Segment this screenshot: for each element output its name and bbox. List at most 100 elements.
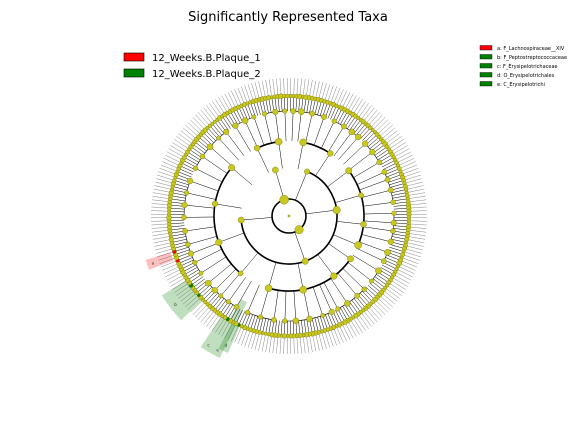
taxon-node <box>184 190 190 196</box>
terminal-branch <box>366 109 378 123</box>
branch-line <box>200 287 213 298</box>
branch-line <box>330 278 348 304</box>
terminal-branch <box>396 151 412 160</box>
branch-line <box>363 202 394 207</box>
terminal-branch <box>366 309 378 323</box>
terminal-branch <box>396 272 412 281</box>
taxon-node <box>292 317 300 324</box>
branch-line <box>393 201 409 204</box>
taxon-node <box>199 153 206 160</box>
branch-arc <box>293 110 325 118</box>
terminal-branch <box>351 320 360 335</box>
terminal-branch <box>296 337 299 354</box>
branch-line <box>250 102 256 117</box>
branch-line <box>301 320 304 336</box>
branch-line <box>217 299 227 313</box>
terminal-branch <box>152 192 169 196</box>
terminal-branch <box>180 130 194 141</box>
branch-line <box>325 314 331 329</box>
taxon-node <box>271 317 277 323</box>
terminal-branch <box>402 261 418 268</box>
branch-line <box>292 320 294 336</box>
terminal-branch <box>401 263 416 271</box>
branch-line <box>202 156 228 174</box>
taxon-node <box>330 272 338 280</box>
clade-key-swatch <box>479 63 493 69</box>
branch-line <box>214 298 225 311</box>
branch-line <box>232 308 241 323</box>
branch-line <box>209 146 233 167</box>
terminal-branch <box>279 78 282 95</box>
terminal-branch <box>247 84 253 100</box>
terminal-branch <box>390 283 404 293</box>
terminal-branch <box>221 322 230 337</box>
terminal-branch <box>272 78 275 95</box>
clade-key-text: c: F_Erysipelotrichaceae <box>497 64 558 70</box>
taxon-node <box>272 108 279 115</box>
terminal-branch <box>195 114 207 127</box>
clade-key-swatch <box>479 81 493 87</box>
taxon-node <box>218 293 224 299</box>
branch-line <box>256 147 269 173</box>
terminal-branch <box>410 220 427 222</box>
branch-line <box>194 141 207 152</box>
branch-line <box>383 262 397 270</box>
terminal-branch <box>258 81 263 98</box>
branch-line <box>178 257 193 264</box>
terminal-branch <box>265 336 269 353</box>
clade-letter-c: c <box>207 342 209 347</box>
taxon-node <box>205 279 212 287</box>
terminal-branch <box>410 199 427 202</box>
branch-line <box>363 213 394 215</box>
terminal-branch <box>401 161 416 169</box>
taxon-node <box>390 219 397 226</box>
terminal-branch <box>203 107 214 121</box>
taxon-node <box>266 332 271 337</box>
taxon-node <box>211 287 218 294</box>
taxon-node <box>354 241 362 249</box>
branch-line <box>303 289 310 320</box>
terminal-branch <box>395 148 410 157</box>
terminal-branch <box>187 122 200 134</box>
branch-line <box>214 203 242 209</box>
branch-line <box>174 246 189 252</box>
branch-line <box>367 136 380 147</box>
terminal-branch <box>293 337 295 354</box>
terminal-branch <box>221 95 230 110</box>
branch-line <box>319 284 332 313</box>
branch-line <box>200 256 227 274</box>
taxon-node <box>264 284 273 292</box>
branch-line <box>338 136 359 160</box>
taxon-node <box>275 138 283 146</box>
terminal-branch <box>231 326 239 342</box>
terminal-branch <box>403 168 419 174</box>
branch-arc <box>240 170 338 265</box>
terminal-branch <box>158 171 174 177</box>
branch-arc <box>334 120 359 138</box>
taxon-node <box>279 195 289 205</box>
branch-line <box>305 113 313 143</box>
branch-line <box>392 233 408 237</box>
branch-line <box>218 232 245 243</box>
terminal-branch <box>408 188 425 193</box>
terminal-branch <box>170 145 185 154</box>
branch-line <box>380 157 394 165</box>
terminal-branch <box>153 188 170 193</box>
terminal-branch <box>276 337 279 354</box>
terminal-branch <box>172 142 186 152</box>
branch-line <box>244 120 258 148</box>
terminal-branch <box>200 109 212 123</box>
branch-line <box>192 144 206 154</box>
branch-line <box>309 98 313 114</box>
branch-line <box>241 217 273 221</box>
branch-line <box>335 310 343 324</box>
branch-line <box>355 296 366 309</box>
terminal-branch <box>254 334 260 350</box>
branch-line <box>265 318 269 334</box>
taxon-node <box>186 177 194 185</box>
terminal-branch <box>212 317 222 331</box>
taxon-node <box>257 314 264 320</box>
terminal-branch <box>328 85 334 101</box>
branch-line <box>322 315 328 330</box>
clade-key-text: b: F_Peptostreptococcaceae <box>497 55 567 61</box>
